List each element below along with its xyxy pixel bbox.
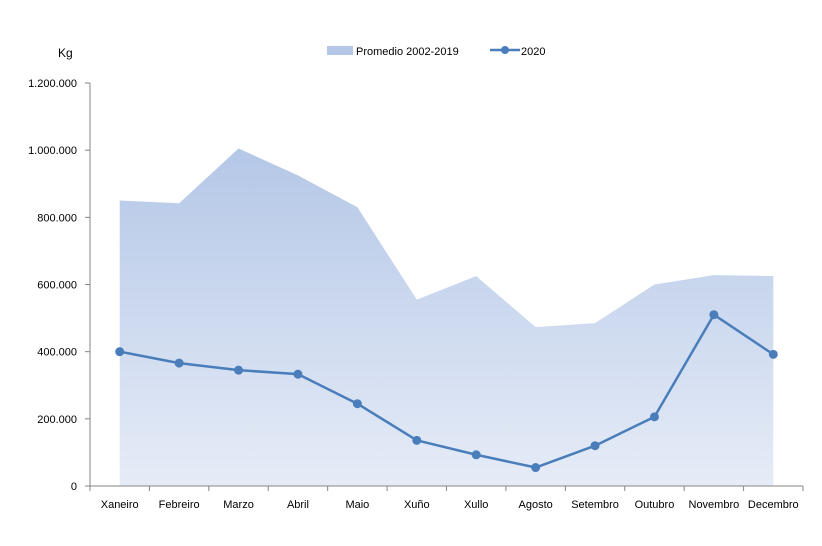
x-tick-label: Xullo <box>464 499 488 511</box>
x-tick-label: Outubro <box>635 499 675 511</box>
y-tick-label: 0 <box>71 481 77 493</box>
line-2020 <box>119 313 774 469</box>
x-tick-label: Marzo <box>223 499 254 511</box>
x-tick-label: Maio <box>345 499 369 511</box>
legend-swatch-promedio <box>327 46 353 55</box>
legend-label-2020: 2020 <box>521 46 545 58</box>
line-series-layer <box>115 310 778 473</box>
point-2020 <box>234 365 244 375</box>
point-2020 <box>293 369 303 379</box>
x-tick-label: Febreiro <box>159 499 200 511</box>
legend-label-promedio: Promedio 2002-2019 <box>356 46 459 58</box>
x-tick-label: Novembro <box>689 499 740 511</box>
y-tick-label: 1.200.000 <box>28 78 77 90</box>
point-2020 <box>649 412 659 422</box>
legend-swatch-2020-marker <box>501 46 509 54</box>
area-promedio <box>119 148 774 487</box>
chart-legend: Promedio 2002-2019 2020 <box>327 46 545 58</box>
x-tick-label: Agosto <box>519 499 553 511</box>
x-tick-label: Xuño <box>404 499 430 511</box>
point-2020 <box>352 399 362 409</box>
chart-axes: 0 200.000 400.000 600.000 800.000 1.000.000 1.… <box>28 78 804 511</box>
y-tick-label: 800.000 <box>37 212 77 224</box>
x-tick-label: Abril <box>287 499 309 511</box>
y-tick-label: 600.000 <box>37 280 77 292</box>
point-2020 <box>412 435 422 445</box>
x-tick-label: Xaneiro <box>101 499 139 511</box>
point-2020 <box>531 463 541 473</box>
point-2020 <box>115 347 125 357</box>
point-2020 <box>768 349 778 359</box>
point-2020 <box>590 441 600 451</box>
x-tick-label: Decembro <box>748 499 799 511</box>
area-series-layer <box>119 148 774 487</box>
y-tick-label: 1.000.000 <box>28 145 77 157</box>
point-2020 <box>471 450 481 460</box>
point-2020 <box>709 310 719 320</box>
point-2020 <box>174 358 184 368</box>
y-axis-unit-label: Kg <box>58 46 73 60</box>
x-tick-label: Setembro <box>571 499 619 511</box>
y-tick-label: 200.000 <box>37 414 77 426</box>
y-tick-label: 400.000 <box>37 347 77 359</box>
